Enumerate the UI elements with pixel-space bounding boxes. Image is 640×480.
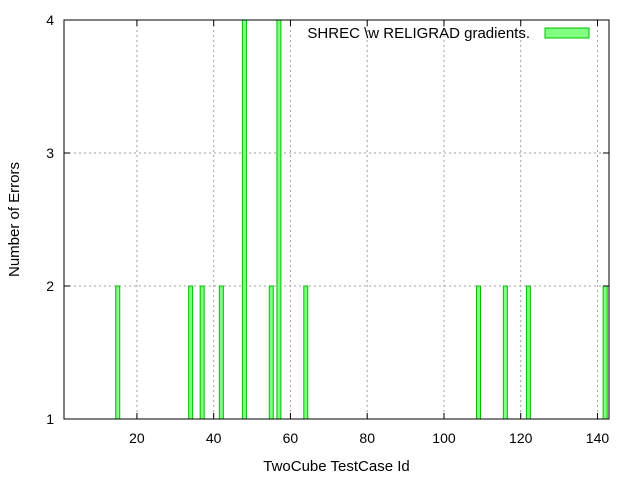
x-axis-label: TwoCube TestCase Id xyxy=(263,458,409,475)
bar xyxy=(268,285,274,420)
legend-swatch xyxy=(544,27,590,39)
bar xyxy=(502,285,508,420)
bar xyxy=(199,285,205,420)
x-tick-label: 80 xyxy=(359,430,375,446)
axis-ticks: 20 40 60 80 100 120 140 1 2 3 4 xyxy=(46,12,609,446)
x-tick-label: 100 xyxy=(432,430,456,446)
x-tick-label: 20 xyxy=(129,430,145,446)
bar xyxy=(276,19,282,420)
x-tick-label: 140 xyxy=(586,430,610,446)
y-tick-label: 3 xyxy=(46,145,54,161)
grid-lines xyxy=(64,20,609,419)
bar xyxy=(241,19,247,420)
bar xyxy=(218,285,224,420)
x-tick-label: 60 xyxy=(283,430,299,446)
bar xyxy=(476,285,482,420)
legend: SHREC \w RELIGRAD gradients. xyxy=(307,25,590,42)
bar xyxy=(188,285,194,420)
bar xyxy=(303,285,309,420)
plot-frame xyxy=(63,19,610,420)
bar xyxy=(602,285,608,420)
bar xyxy=(115,285,121,420)
x-tick-label: 40 xyxy=(206,430,222,446)
x-tick-label: 120 xyxy=(509,430,533,446)
bar xyxy=(525,285,531,420)
legend-label: SHREC \w RELIGRAD gradients. xyxy=(307,25,530,42)
y-tick-label: 4 xyxy=(46,12,54,28)
y-tick-label: 1 xyxy=(46,411,54,427)
y-tick-label: 2 xyxy=(46,278,54,294)
y-axis-label: Number of Errors xyxy=(6,162,23,277)
